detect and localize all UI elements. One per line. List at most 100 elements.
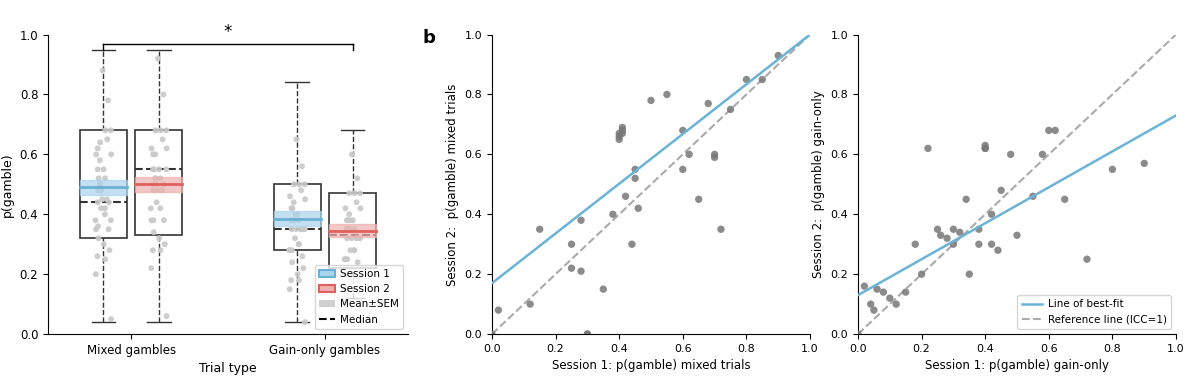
Point <box>282 205 301 211</box>
Point <box>623 241 642 247</box>
Point <box>488 307 508 313</box>
Point <box>721 106 740 113</box>
Point <box>282 277 301 283</box>
Point <box>887 301 906 307</box>
Point <box>348 235 367 241</box>
Point <box>344 247 364 253</box>
Point <box>874 289 893 295</box>
Point <box>848 331 868 337</box>
Point <box>613 130 632 136</box>
Point <box>704 151 724 157</box>
Point <box>854 283 874 289</box>
Point <box>912 271 931 277</box>
Point <box>157 166 176 172</box>
Point <box>281 193 300 199</box>
Point <box>344 190 364 196</box>
Point <box>157 145 176 151</box>
Point <box>578 331 598 337</box>
Point <box>154 136 173 142</box>
Point <box>337 226 356 232</box>
Point <box>157 313 176 319</box>
Point <box>287 136 306 142</box>
Point <box>151 247 170 253</box>
Text: b: b <box>422 28 434 46</box>
Point <box>976 142 995 149</box>
Point <box>970 241 989 247</box>
Point <box>1135 160 1154 166</box>
Point <box>991 187 1010 194</box>
Point <box>88 145 107 151</box>
Point <box>157 127 176 134</box>
Point <box>92 196 112 202</box>
Y-axis label: p(gamble): p(gamble) <box>1 152 14 217</box>
Point <box>151 127 170 134</box>
Point <box>918 145 937 151</box>
Point <box>293 226 312 232</box>
Point <box>350 319 370 325</box>
Legend: Session 1, Session 2, Mean±SEM, Median: Session 1, Session 2, Mean±SEM, Median <box>314 265 403 329</box>
Point <box>341 247 360 253</box>
Point <box>976 145 995 151</box>
Point <box>102 151 121 157</box>
Point <box>610 133 629 139</box>
Point <box>629 205 648 211</box>
Point <box>144 217 163 223</box>
Point <box>344 226 364 232</box>
Point <box>295 226 314 232</box>
Point <box>1008 232 1027 238</box>
Point <box>287 226 306 232</box>
FancyBboxPatch shape <box>80 131 127 238</box>
Point <box>289 181 308 187</box>
Point <box>868 286 887 292</box>
Point <box>292 187 311 194</box>
Point <box>960 271 979 277</box>
Point <box>154 91 173 98</box>
Point <box>610 136 629 142</box>
Y-axis label: Session 2:  p(gamble) gain-only: Session 2: p(gamble) gain-only <box>812 91 824 278</box>
Point <box>289 217 308 223</box>
Point <box>350 205 370 211</box>
Point <box>86 217 106 223</box>
Point <box>336 256 355 262</box>
Point <box>571 268 590 274</box>
Point <box>342 151 361 157</box>
Point <box>146 127 166 134</box>
Point <box>150 235 169 241</box>
Point <box>673 127 692 134</box>
Point <box>91 205 110 211</box>
Point <box>144 181 163 187</box>
Point <box>610 130 629 136</box>
Point <box>155 217 174 223</box>
Point <box>604 211 623 217</box>
Point <box>88 166 107 172</box>
FancyBboxPatch shape <box>136 131 182 235</box>
Point <box>862 301 881 307</box>
Point <box>89 175 108 181</box>
Point <box>151 187 170 194</box>
Point <box>144 229 163 235</box>
Point <box>350 235 370 241</box>
FancyBboxPatch shape <box>274 184 320 250</box>
Point <box>90 157 109 164</box>
Point <box>344 286 364 292</box>
Point <box>521 301 540 307</box>
Point <box>348 175 367 181</box>
Point <box>88 253 107 259</box>
Point <box>282 217 301 223</box>
Point <box>151 175 170 181</box>
Point <box>950 229 970 235</box>
Point <box>982 241 1001 247</box>
Point <box>86 151 106 157</box>
Point <box>284 217 304 223</box>
Point <box>956 196 976 202</box>
Point <box>641 98 660 104</box>
Point <box>340 190 359 196</box>
Point <box>142 265 161 271</box>
Point <box>150 166 169 172</box>
Point <box>280 286 299 292</box>
Point <box>144 166 163 172</box>
Point <box>347 199 366 205</box>
Point <box>151 205 170 211</box>
Point <box>343 217 362 223</box>
Point <box>143 247 162 253</box>
